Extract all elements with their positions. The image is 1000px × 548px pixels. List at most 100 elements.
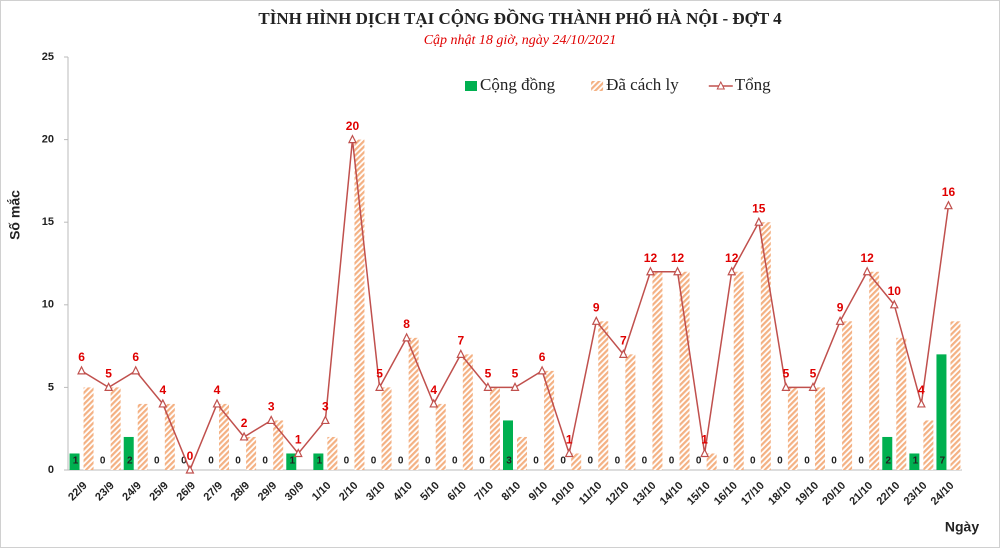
bar [896, 337, 907, 470]
data-label: 12 [671, 251, 685, 265]
data-label: 7 [457, 334, 464, 348]
line-marker [673, 266, 683, 276]
line-marker [564, 448, 574, 458]
line-marker [510, 382, 520, 391]
line-marker [781, 382, 791, 391]
data-label: 0 [452, 456, 458, 467]
line-marker [727, 266, 737, 276]
data-label: 9 [593, 300, 600, 314]
data-label: 0 [723, 456, 729, 467]
data-label: 5 [512, 367, 519, 381]
bar [313, 453, 324, 470]
data-label: 5 [810, 367, 817, 381]
line-marker [889, 299, 899, 309]
bar [489, 387, 500, 470]
line-marker [293, 448, 303, 458]
bar [123, 436, 134, 470]
data-label: 8 [403, 317, 410, 331]
y-tick-label: 0 [48, 464, 54, 476]
y-tick-label: 20 [42, 134, 54, 146]
data-label: 1 [913, 456, 919, 467]
line-marker [618, 349, 628, 358]
bar [354, 139, 365, 470]
data-label: 0 [750, 456, 756, 467]
bar [83, 387, 94, 470]
legend-label: Tổng [735, 75, 771, 94]
y-tick-label: 5 [48, 381, 54, 393]
bar [936, 354, 947, 470]
bar [110, 387, 121, 470]
bar [869, 271, 880, 470]
data-label: 1 [73, 456, 79, 467]
chart-subtitle: Cập nhật 18 giờ, ngày 24/10/2021 [424, 33, 617, 48]
data-label: 0 [669, 456, 675, 467]
line-marker [943, 200, 953, 210]
data-label: 0 [533, 456, 539, 467]
line-marker [158, 398, 168, 408]
data-label: 10 [888, 284, 902, 298]
line-marker [185, 464, 195, 474]
bar [882, 436, 893, 470]
data-label: 5 [105, 367, 112, 381]
data-label: 4 [918, 383, 925, 397]
bar [503, 420, 513, 470]
bar [517, 436, 527, 470]
bar [246, 436, 257, 470]
data-label: 2 [241, 416, 248, 430]
bar [571, 453, 582, 470]
data-label: 0 [371, 456, 377, 467]
y-tick-label: 10 [42, 299, 54, 311]
data-label: 2 [885, 456, 891, 467]
x-axis-title: Ngày [945, 519, 979, 535]
data-label: 12 [644, 251, 658, 265]
line-marker [266, 415, 276, 425]
bar [760, 222, 771, 470]
y-axis-title: Số mắc [6, 190, 23, 240]
data-label: 5 [376, 367, 383, 381]
data-label: 0 [804, 456, 810, 467]
bar [923, 420, 934, 470]
line-marker [916, 398, 926, 408]
bar [950, 321, 961, 470]
data-label: 0 [398, 456, 404, 467]
data-label: 0 [831, 456, 837, 467]
bar [706, 453, 717, 470]
data-label: 0 [858, 456, 864, 467]
bar [598, 321, 609, 470]
line-marker [456, 349, 466, 358]
bar [909, 453, 920, 470]
data-label: 4 [159, 383, 166, 397]
data-label: 1 [317, 456, 323, 467]
bar [286, 453, 297, 470]
data-label: 3 [322, 400, 329, 414]
data-label: 4 [214, 383, 221, 397]
line-marker [537, 365, 547, 375]
bar [815, 387, 825, 470]
bar [733, 271, 744, 470]
bar [625, 354, 636, 470]
bar [787, 387, 798, 470]
bar [435, 403, 446, 470]
line-marker [591, 315, 601, 325]
data-label: 0 [181, 456, 187, 467]
legend-marker [716, 80, 726, 90]
data-label: 6 [78, 350, 85, 364]
data-label: 0 [154, 456, 160, 467]
line-marker [835, 315, 845, 325]
data-label: 1 [701, 433, 708, 447]
data-label: 0 [262, 456, 268, 467]
data-label: 7 [940, 456, 946, 467]
data-label: 15 [752, 201, 766, 215]
line-marker [862, 266, 872, 276]
bar [544, 370, 555, 470]
line-marker [402, 332, 412, 342]
data-label: 0 [642, 456, 648, 467]
line-marker [320, 415, 330, 425]
data-label: 0 [100, 456, 106, 467]
data-label: 3 [506, 456, 512, 467]
bar [408, 337, 419, 470]
data-label: 0 [777, 456, 783, 467]
data-label: 20 [346, 119, 360, 133]
data-label: 6 [132, 350, 139, 364]
